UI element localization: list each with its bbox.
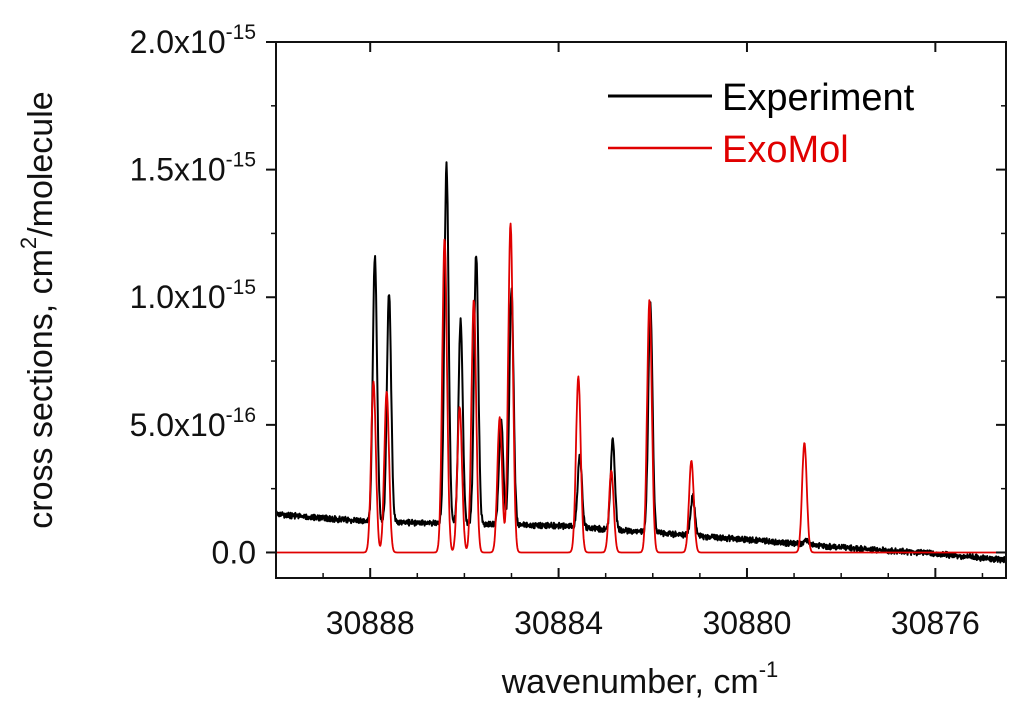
y-tick-label-2: 1.0x10-15 xyxy=(130,276,256,315)
legend-label-exomol: ExoMol xyxy=(722,129,849,171)
x-tick-label-1: 30884 xyxy=(514,605,603,641)
y-axis-title-base: cross sections, cm xyxy=(22,249,60,529)
legend: Experiment ExoMol xyxy=(608,77,915,171)
x-tick-label-2: 30880 xyxy=(702,605,791,641)
series-line-experiment xyxy=(275,161,1007,564)
series-line-exomol xyxy=(275,222,1007,554)
y-tick-label-3: 1.5x10-15 xyxy=(130,149,256,188)
x-tick-label-3: 30876 xyxy=(891,605,980,641)
y-tick-label-1: 5.0x10-16 xyxy=(130,404,256,443)
y-tick-label-4: 2.0x10-15 xyxy=(130,21,256,60)
ticks-group xyxy=(266,41,1006,578)
legend-label-experiment: Experiment xyxy=(722,77,915,119)
y-axis-title: cross sections, cm2/molecule xyxy=(16,91,60,528)
series-group xyxy=(275,161,1007,564)
y-axis-title-tail: /molecule xyxy=(22,91,60,237)
tick-labels-group: 30888 30884 30880 30876 0.0 5.0x10-16 1.0x10-1… xyxy=(130,21,980,641)
y-tick-label-0: 0.0 xyxy=(212,534,256,570)
plot-frame xyxy=(275,41,1007,579)
axes-frame xyxy=(275,41,1007,579)
x-axis-title: wavenumber, cm-1 xyxy=(501,657,779,701)
y-axis-title-sup: 2 xyxy=(16,237,41,249)
x-tick-label-0: 30888 xyxy=(326,605,415,641)
x-axis-title-sup: -1 xyxy=(759,657,779,682)
x-axis-title-base: wavenumber, cm xyxy=(501,663,759,701)
